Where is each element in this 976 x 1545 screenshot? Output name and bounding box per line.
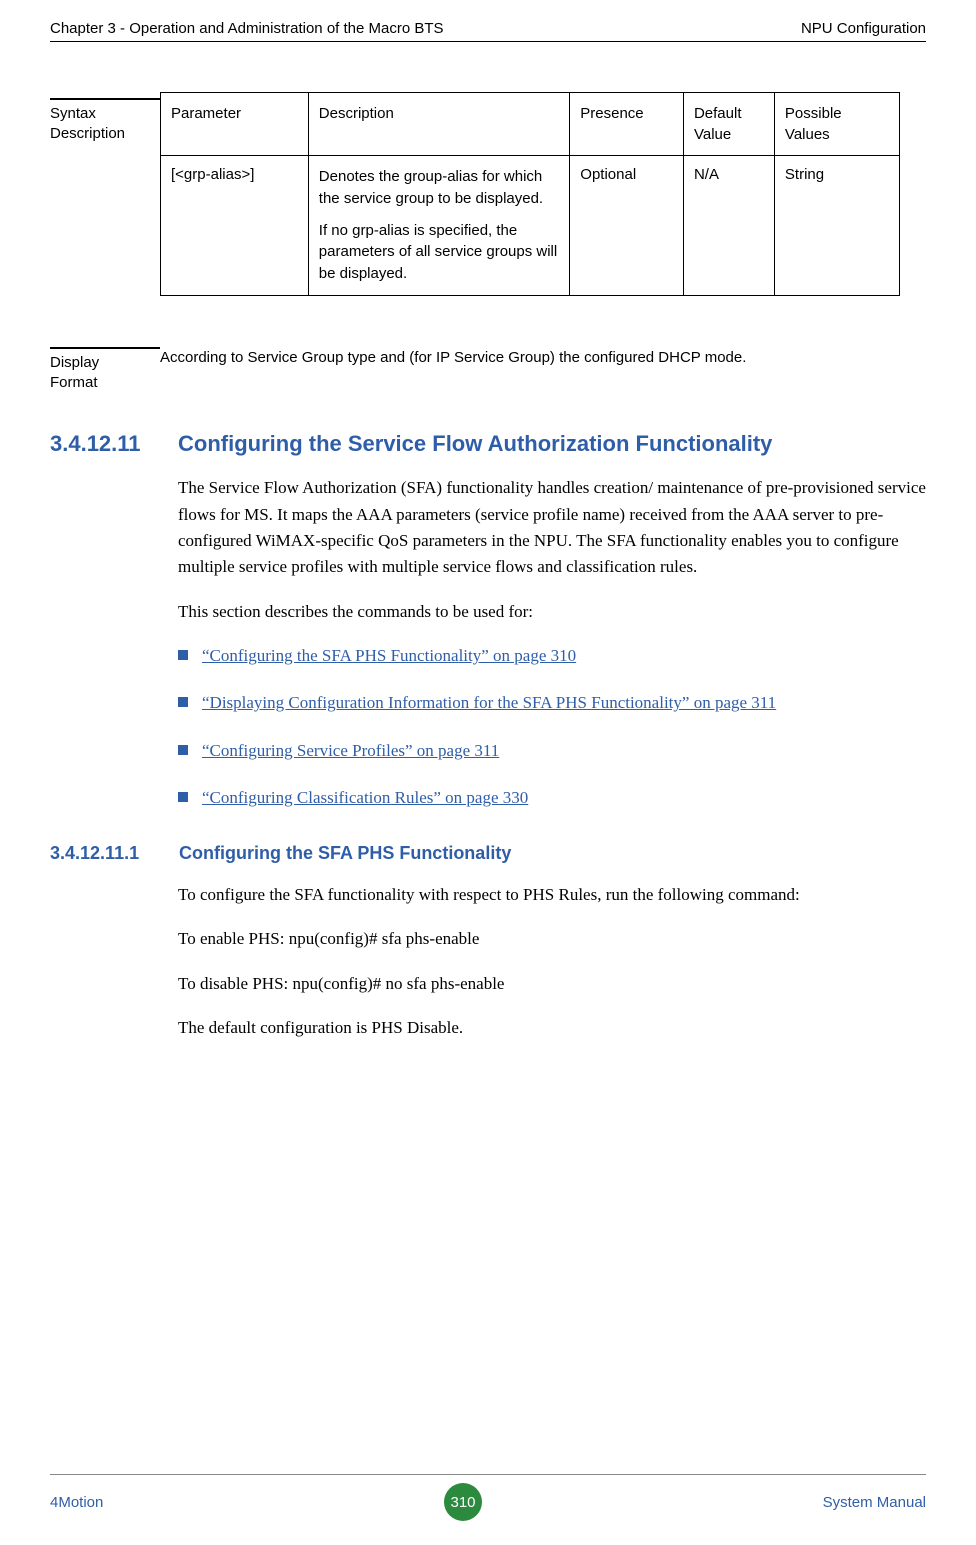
col-presence: Presence [570,93,684,156]
list-item: “Configuring the SFA PHS Functionality” … [178,643,926,669]
col-possible-text: Possible Values [785,105,842,143]
cell-description-p2: If no grp-alias is specified, the parame… [319,220,559,285]
section-para2: This section describes the commands to b… [178,599,926,625]
subsection-para2: To enable PHS: npu(config)# sfa phs-enab… [178,926,926,952]
xref-link[interactable]: “Configuring the SFA PHS Functionality” … [202,643,576,669]
header-left: Chapter 3 - Operation and Administration… [50,20,444,37]
xref-link[interactable]: “Displaying Configuration Information fo… [202,690,776,716]
subsection-number: 3.4.12.11.1 [50,843,165,864]
parameter-table: Parameter Description Presence Default V… [160,92,900,296]
col-description: Description [308,93,569,156]
display-label-line2: Format [50,374,98,391]
bullet-icon [178,650,188,660]
cell-description-p1: Denotes the group-alias for which the se… [319,166,559,210]
subsection-title: Configuring the SFA PHS Functionality [179,843,511,864]
section-title: Configuring the Service Flow Authorizati… [178,431,772,457]
cell-parameter: [<grp-alias>] [161,156,309,296]
bullet-icon [178,792,188,802]
cell-description: Denotes the group-alias for which the se… [308,156,569,296]
bullet-icon [178,697,188,707]
display-label: Display Format [50,353,160,394]
subsection-para3: To disable PHS: npu(config)# no sfa phs-… [178,971,926,997]
display-rule [50,347,160,349]
display-label-line1: Display [50,354,99,371]
section-number: 3.4.12.11 [50,431,160,457]
col-default-text: Default Value [694,105,742,143]
subsection-para4: The default configuration is PHS Disable… [178,1015,926,1041]
section-para1: The Service Flow Authorization (SFA) fun… [178,475,926,580]
section-link-list: “Configuring the SFA PHS Functionality” … [178,643,926,811]
syntax-rule [50,98,160,100]
cell-default: N/A [683,156,774,296]
xref-link[interactable]: “Configuring Service Profiles” on page 3… [202,738,499,764]
table-header-row: Parameter Description Presence Default V… [161,93,900,156]
xref-link[interactable]: “Configuring Classification Rules” on pa… [202,785,528,811]
bullet-icon [178,745,188,755]
header-right: NPU Configuration [801,20,926,37]
syntax-label: Syntax Description [50,104,160,145]
cell-possible: String [774,156,899,296]
page-number-badge: 310 [444,1483,482,1521]
subsection-para1: To configure the SFA functionality with … [178,882,926,908]
syntax-label-line2: Description [50,125,125,142]
col-default: Default Value [683,93,774,156]
footer: 4Motion 310 System Manual [50,1474,926,1521]
syntax-label-line1: Syntax [50,105,96,122]
list-item: “Configuring Classification Rules” on pa… [178,785,926,811]
cell-presence: Optional [570,156,684,296]
footer-right: System Manual [823,1494,926,1511]
table-row: [<grp-alias>] Denotes the group-alias fo… [161,156,900,296]
footer-divider [50,1474,926,1475]
col-possible: Possible Values [774,93,899,156]
list-item: “Configuring Service Profiles” on page 3… [178,738,926,764]
footer-left: 4Motion [50,1494,103,1511]
display-format-text: According to Service Group type and (for… [160,341,746,368]
col-parameter: Parameter [161,93,309,156]
list-item: “Displaying Configuration Information fo… [178,690,926,716]
